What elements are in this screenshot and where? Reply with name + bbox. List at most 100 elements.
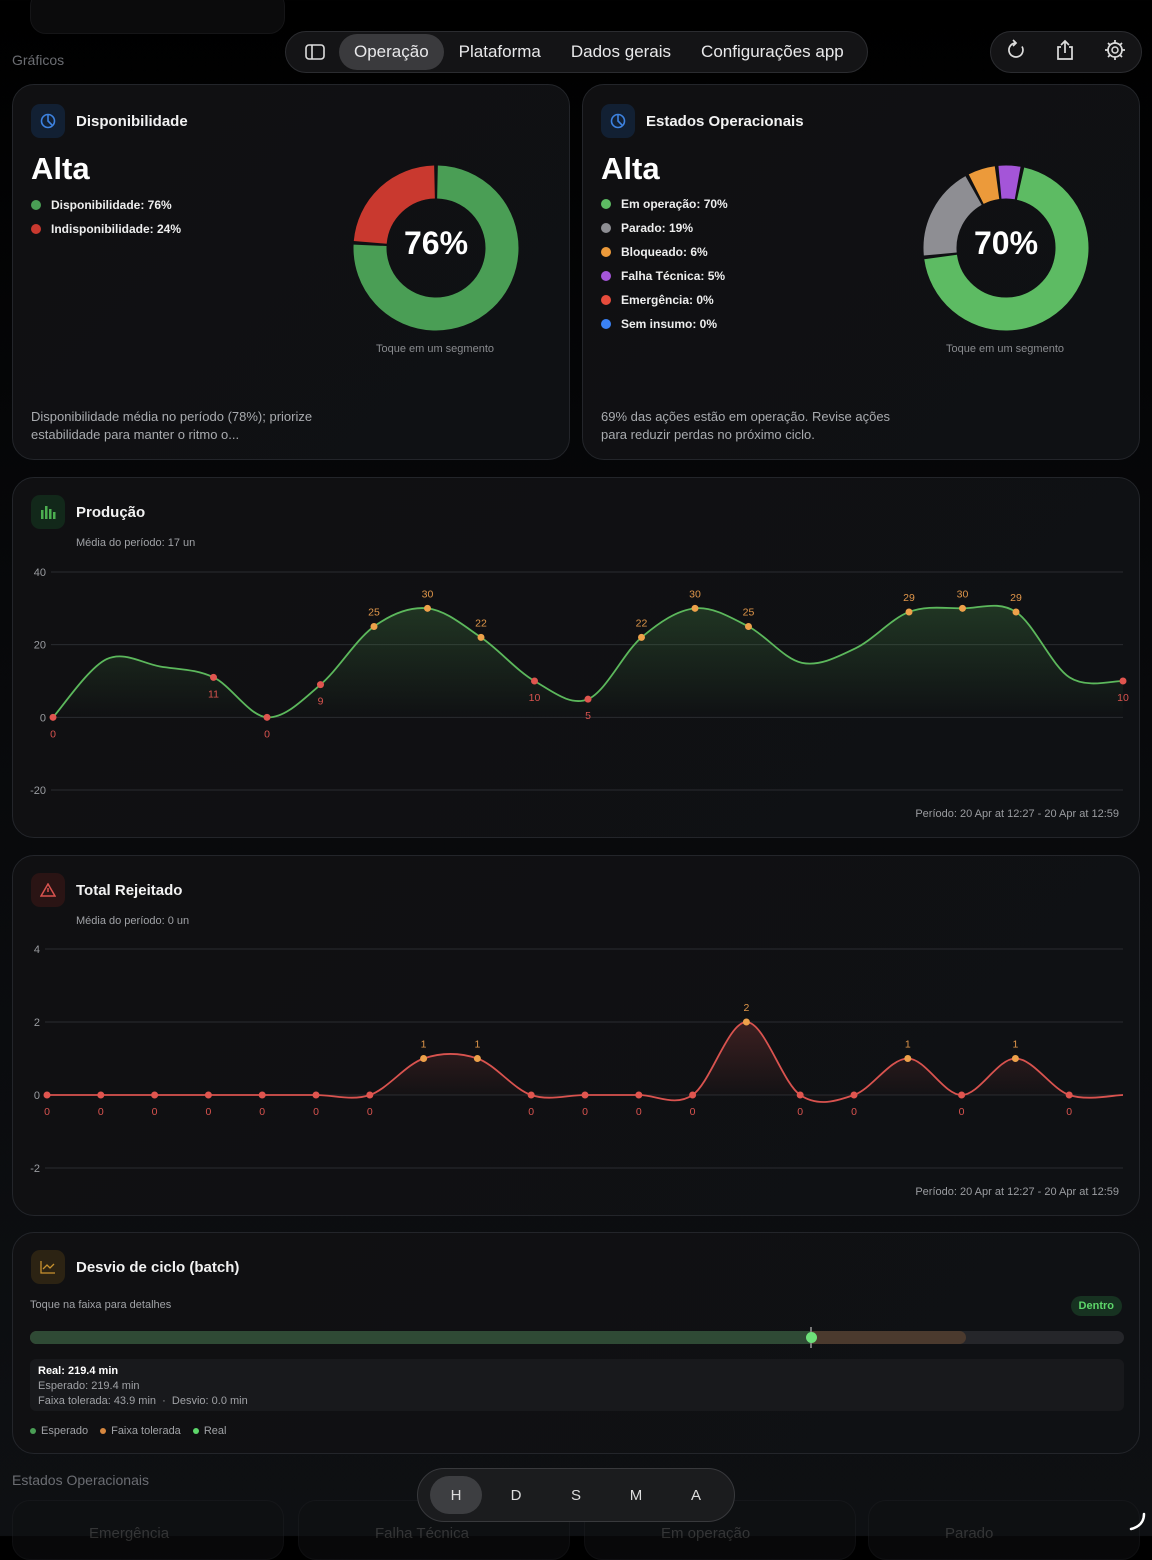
data-point[interactable] bbox=[258, 1091, 266, 1099]
donut-segment[interactable] bbox=[998, 165, 1021, 200]
donut-hint: Toque em um segmento bbox=[375, 343, 494, 355]
data-label: 2 bbox=[743, 1002, 749, 1014]
data-point[interactable] bbox=[905, 608, 913, 616]
line-chart-icon bbox=[31, 1250, 65, 1284]
legend-label: Em operação: 70% bbox=[621, 197, 728, 211]
real-marker bbox=[805, 1332, 817, 1343]
legend-item[interactable]: Sem insumo: 0% bbox=[601, 312, 728, 336]
data-point[interactable] bbox=[745, 623, 752, 630]
tolerance-value: Faixa tolerada: 43.9 min bbox=[38, 1395, 157, 1407]
legend-label: Bloqueado: 6% bbox=[621, 245, 708, 259]
y-tick-label: 2 bbox=[34, 1017, 40, 1029]
data-point[interactable] bbox=[527, 1091, 535, 1099]
data-point[interactable] bbox=[1119, 677, 1127, 685]
donut-segment[interactable] bbox=[353, 165, 436, 245]
states-donut[interactable] bbox=[911, 153, 1101, 343]
data-point[interactable] bbox=[1012, 608, 1020, 616]
tab-plataforma[interactable]: Plataforma bbox=[458, 42, 541, 61]
data-point[interactable] bbox=[317, 681, 324, 689]
legend-item[interactable]: Parado: 19% bbox=[601, 216, 728, 240]
data-point[interactable] bbox=[584, 695, 592, 703]
legend-item[interactable]: Bloqueado: 6% bbox=[601, 240, 728, 264]
section-title: Gráficos bbox=[12, 52, 65, 68]
data-label: 0 bbox=[528, 1106, 534, 1118]
data-label: 0 bbox=[50, 728, 56, 740]
data-point[interactable] bbox=[370, 623, 378, 630]
data-point[interactable] bbox=[210, 673, 217, 681]
refresh-icon[interactable] bbox=[1006, 38, 1026, 66]
data-point[interactable] bbox=[796, 1091, 804, 1099]
data-point[interactable] bbox=[263, 713, 271, 721]
data-point[interactable] bbox=[850, 1091, 858, 1099]
action-group bbox=[990, 31, 1142, 73]
cycle-hint: Toque na faixa para detalhes bbox=[30, 1299, 172, 1311]
data-label: 30 bbox=[689, 588, 701, 600]
legend-item[interactable]: Emergência: 0% bbox=[601, 288, 728, 312]
data-label: 0 bbox=[1066, 1106, 1072, 1118]
legend-dot bbox=[601, 271, 611, 281]
level: Alta bbox=[601, 151, 660, 186]
legend-item[interactable]: Disponibilidade: 76% bbox=[31, 193, 181, 217]
range-month[interactable]: M bbox=[629, 1486, 643, 1504]
data-label: 29 bbox=[903, 592, 915, 604]
data-point[interactable] bbox=[204, 1091, 212, 1099]
data-point[interactable] bbox=[1011, 1055, 1019, 1062]
legend-item[interactable]: Em operação: 70% bbox=[601, 192, 728, 216]
range-hour[interactable]: H bbox=[430, 1476, 482, 1514]
data-label: 0 bbox=[259, 1106, 265, 1118]
range-year[interactable]: A bbox=[690, 1486, 701, 1504]
cycle-band[interactable] bbox=[30, 1327, 1124, 1348]
tab-dados-gerais[interactable]: Dados gerais bbox=[570, 42, 672, 61]
donut-hint: Toque em um segmento bbox=[945, 343, 1064, 355]
data-point[interactable] bbox=[635, 1091, 643, 1099]
settings-icon[interactable] bbox=[1104, 39, 1126, 66]
data-label: 0 bbox=[851, 1106, 857, 1118]
data-point[interactable] bbox=[531, 677, 538, 685]
data-point[interactable] bbox=[638, 633, 645, 641]
donut-segment[interactable] bbox=[924, 167, 1089, 331]
range-day[interactable]: D bbox=[510, 1486, 522, 1504]
data-point[interactable] bbox=[312, 1091, 320, 1099]
top-stub bbox=[30, 0, 285, 34]
legend-item[interactable]: Indisponibilidade: 24% bbox=[31, 217, 181, 241]
donut-segment[interactable] bbox=[923, 176, 983, 256]
resize-handle-icon[interactable] bbox=[1128, 1512, 1148, 1532]
legend-item[interactable]: Falha Técnica: 5% bbox=[601, 264, 728, 288]
data-point[interactable] bbox=[959, 604, 966, 612]
data-point[interactable] bbox=[473, 1055, 481, 1062]
legend-dot bbox=[601, 247, 611, 257]
state-card-emergencia[interactable]: Emergência bbox=[12, 1500, 284, 1560]
data-point[interactable] bbox=[1065, 1091, 1073, 1099]
data-point[interactable] bbox=[581, 1091, 589, 1099]
series-line bbox=[46, 1021, 1124, 1103]
data-point[interactable] bbox=[49, 713, 57, 721]
share-icon[interactable] bbox=[1055, 39, 1075, 66]
data-point[interactable] bbox=[691, 604, 699, 612]
tab-operacao[interactable]: Operação bbox=[339, 34, 444, 70]
data-point[interactable] bbox=[43, 1091, 51, 1099]
data-point[interactable] bbox=[689, 1091, 697, 1099]
donut-segment[interactable] bbox=[968, 166, 1000, 205]
state-card-parado[interactable]: Parado bbox=[868, 1500, 1140, 1560]
data-point[interactable] bbox=[151, 1091, 159, 1099]
legend-label: Sem insumo: 0% bbox=[621, 317, 718, 331]
data-point[interactable] bbox=[424, 604, 431, 612]
data-point[interactable] bbox=[366, 1091, 374, 1099]
donut-center-value: 70% bbox=[973, 225, 1039, 261]
range-week[interactable]: S bbox=[570, 1486, 581, 1504]
data-point[interactable] bbox=[97, 1091, 105, 1099]
data-label: 1 bbox=[1012, 1039, 1018, 1051]
rejected-card: Total Rejeitado Média do período: 0 un P… bbox=[12, 855, 1140, 1216]
expected-band bbox=[30, 1331, 812, 1344]
availability-donut[interactable] bbox=[341, 153, 531, 343]
data-label: 22 bbox=[475, 617, 487, 629]
sidebar-icon[interactable] bbox=[291, 44, 339, 60]
data-point[interactable] bbox=[477, 633, 485, 641]
data-point[interactable] bbox=[742, 1018, 750, 1026]
tab-configuracoes-app[interactable]: Configurações app bbox=[701, 42, 844, 61]
donut-segment[interactable] bbox=[353, 165, 519, 331]
data-point[interactable] bbox=[420, 1055, 428, 1062]
data-point[interactable] bbox=[958, 1091, 966, 1099]
data-label: 0 bbox=[690, 1106, 696, 1118]
data-point[interactable] bbox=[904, 1055, 912, 1062]
